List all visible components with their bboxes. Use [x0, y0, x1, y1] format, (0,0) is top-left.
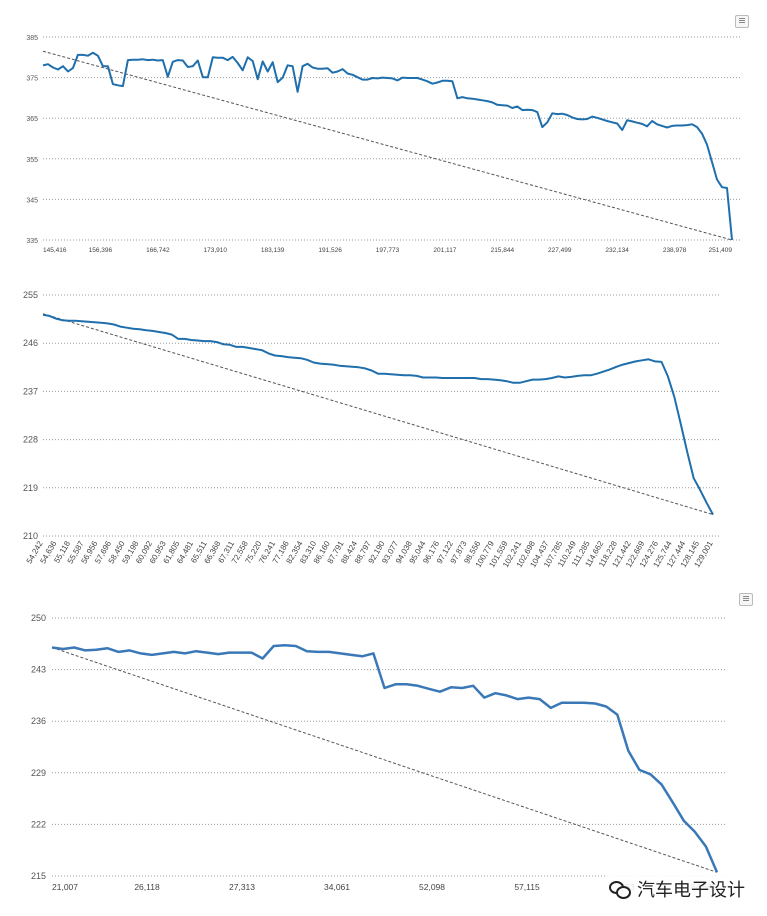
- x-tick-label: 215,844: [491, 247, 515, 254]
- y-tick-label: 215: [31, 871, 46, 881]
- chart-middle-svg: 21021922823724625554,24254,63655,11855,5…: [23, 290, 721, 569]
- chart-panel-top: 335 345 355 365 375 385 145,416 156,396 166,742 1…: [0, 0, 767, 268]
- x-tick-label: 227,499: [548, 247, 572, 254]
- x-tick-label: 34,061: [324, 882, 350, 892]
- trend-line: [42, 313, 714, 516]
- x-tick-label: 197,773: [376, 247, 400, 254]
- y-tick-label: 222: [31, 819, 46, 829]
- x-tick-label: 27,313: [229, 882, 255, 892]
- y-tick-label: 237: [23, 386, 38, 396]
- x-tick-label: 251,409: [709, 247, 733, 254]
- x-tick-label: 21,007: [52, 882, 78, 892]
- trend-line: [51, 647, 718, 873]
- x-tick-label: 173,910: [204, 247, 228, 254]
- chart-bottom-svg: 215 222 229 236 243 250 21,007 26,118 27,313 34,0…: [31, 613, 725, 892]
- y-tick-label: 236: [31, 716, 46, 726]
- y-tick-label: 385: [26, 35, 38, 42]
- y-tick-label: 335: [26, 238, 38, 245]
- y-tick-label: 246: [23, 338, 38, 348]
- x-tick-label: 201,117: [433, 247, 456, 254]
- y-tick-label: 255: [23, 290, 38, 300]
- series-line: [51, 644, 719, 873]
- x-tick-label: 26,118: [134, 882, 160, 892]
- chart-menu-button[interactable]: [739, 593, 753, 606]
- wechat-icon: [609, 880, 631, 899]
- chart-panel-bottom: 215 222 229 236 243 250 21,007 26,118 27,313 34,0…: [0, 588, 767, 916]
- y-tick-label: 210: [23, 531, 38, 541]
- y-tick-label: 219: [23, 483, 38, 493]
- chart-top-svg: 335 345 355 365 375 385 145,416 156,396 166,742 1…: [26, 35, 740, 254]
- x-tick-label: 183,139: [261, 247, 285, 254]
- x-tick-label: 191,526: [318, 247, 342, 254]
- x-tick-label: 52,098: [419, 882, 445, 892]
- chart-menu-button[interactable]: [735, 15, 749, 28]
- chart-panel-middle: 210 219 228 237 246 255 54,242 54,636 55,118 55,5…: [0, 268, 767, 588]
- y-tick-label: 229: [31, 768, 46, 778]
- y-tick-label: 365: [26, 116, 38, 123]
- x-tick-label: 156,396: [89, 247, 113, 254]
- x-tick-label: 166,742: [146, 247, 170, 254]
- y-tick-label: 345: [26, 197, 38, 204]
- trend-line: [42, 50, 733, 241]
- watermark: 汽车电子设计: [605, 874, 749, 904]
- x-tick-label: 57,115: [514, 882, 540, 892]
- y-tick-label: 375: [26, 76, 38, 83]
- series-line: [42, 51, 733, 241]
- x-tick-label: 145,416: [43, 247, 67, 254]
- y-tick-label: 250: [31, 613, 46, 623]
- watermark-text: 汽车电子设计: [637, 880, 745, 900]
- x-tick-label: 232,134: [605, 247, 629, 254]
- x-tick-label: 238,978: [663, 247, 687, 254]
- y-tick-label: 228: [23, 435, 38, 445]
- series-line: [42, 313, 714, 516]
- y-tick-label: 243: [31, 665, 46, 675]
- y-tick-label: 355: [26, 157, 38, 164]
